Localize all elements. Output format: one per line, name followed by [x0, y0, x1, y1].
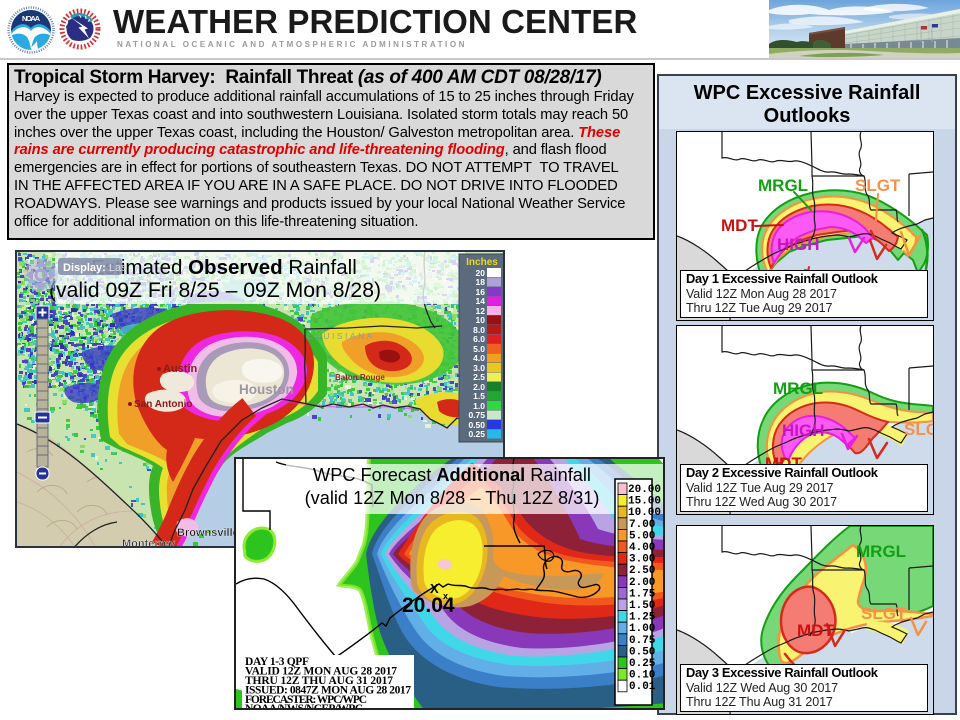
svg-text:HIGH: HIGH — [777, 235, 820, 254]
svg-text:SLG: SLG — [904, 420, 933, 439]
svg-text:2.5: 2.5 — [473, 372, 485, 382]
svg-text:1.50: 1.50 — [629, 600, 655, 612]
svg-text:Houston: Houston — [239, 382, 294, 397]
svg-text:14: 14 — [476, 296, 486, 306]
svg-text:7.00: 7.00 — [629, 519, 655, 531]
svg-text:SLGT: SLGT — [855, 176, 901, 195]
svg-text:San Antonio: San Antonio — [134, 399, 193, 410]
svg-text:FORECASTER: WPC/WPC: FORECASTER: WPC/WPC — [245, 694, 367, 706]
svg-text:1.5: 1.5 — [473, 391, 485, 401]
svg-text:X: X — [430, 581, 439, 596]
svg-text:(valid 12Z Mon 8/28 – Thu 12Z: (valid 12Z Mon 8/28 – Thu 12Z 8/31) — [305, 488, 600, 508]
svg-text:MDT: MDT — [797, 621, 834, 640]
svg-text:1.00: 1.00 — [629, 623, 655, 635]
svg-text:15.00: 15.00 — [628, 496, 661, 508]
svg-text:0.01: 0.01 — [629, 681, 656, 693]
svg-text:16: 16 — [476, 287, 486, 297]
svg-text:10.00: 10.00 — [628, 507, 661, 519]
svg-text:2.50: 2.50 — [629, 565, 655, 577]
svg-text:Inches: Inches — [466, 257, 498, 268]
svg-text:6.0: 6.0 — [473, 334, 485, 344]
svg-text:0.50: 0.50 — [629, 646, 655, 658]
svg-text:MRGL: MRGL — [856, 542, 906, 561]
svg-text:1.25: 1.25 — [629, 612, 656, 624]
svg-text:2.0: 2.0 — [473, 382, 485, 392]
svg-text:8.0: 8.0 — [473, 325, 485, 335]
svg-text:MRGL: MRGL — [758, 176, 808, 195]
svg-text:4.00: 4.00 — [629, 542, 655, 554]
svg-text:Estimated Observed Rainfall: Estimated Observed Rainfall — [91, 256, 357, 279]
svg-text:2.00: 2.00 — [629, 577, 655, 589]
svg-text:Baton Rouge: Baton Rouge — [335, 373, 385, 382]
svg-text:THRU 12Z THU AUG 31 2017: THRU 12Z THU AUG 31 2017 — [245, 675, 393, 687]
svg-text:5.00: 5.00 — [629, 530, 655, 542]
svg-text:VALID 12Z MON AUG 28 2017: VALID 12Z MON AUG 28 2017 — [245, 666, 397, 678]
svg-text:Brownsville: Brownsville — [177, 527, 239, 539]
svg-text:1.0: 1.0 — [473, 401, 485, 411]
svg-text:20.00: 20.00 — [628, 484, 661, 496]
svg-text:HIGH: HIGH — [782, 421, 825, 440]
svg-text:Monterrey: Monterrey — [122, 538, 176, 548]
svg-text:20.04: 20.04 — [402, 594, 455, 617]
svg-text:LOUISIANA: LOUISIANA — [307, 331, 375, 341]
svg-text:WPC Forecast Additional Rainfa: WPC Forecast Additional Rainfall — [313, 465, 591, 485]
svg-text:0.10: 0.10 — [629, 670, 655, 682]
svg-text:10: 10 — [476, 315, 486, 325]
svg-text:4.0: 4.0 — [473, 353, 485, 363]
svg-text:12: 12 — [476, 306, 486, 316]
svg-text:x: x — [443, 591, 448, 601]
svg-text:18: 18 — [476, 277, 486, 287]
svg-text:0.75: 0.75 — [629, 635, 656, 647]
svg-text:NOAA: NOAA — [22, 14, 41, 23]
svg-text:5.0: 5.0 — [473, 344, 485, 354]
svg-text:0.75: 0.75 — [468, 410, 485, 420]
svg-text:MDT: MDT — [721, 216, 758, 235]
svg-text:SLGT: SLGT — [861, 604, 907, 623]
svg-text:(valid 09Z Fri 8/25 – 09Z Mon: (valid 09Z Fri 8/25 – 09Z Mon 8/28) — [49, 279, 381, 302]
svg-text:NOAA/NWS/NCEP/WPC: NOAA/NWS/NCEP/WPC — [245, 703, 363, 710]
svg-text:0.50: 0.50 — [468, 420, 485, 430]
svg-text:3.0: 3.0 — [473, 363, 485, 373]
svg-text:MRGL: MRGL — [773, 379, 823, 398]
svg-text:Display: Las: Display: Las — [63, 262, 127, 274]
svg-text:0.25: 0.25 — [468, 429, 485, 439]
svg-text:0.25: 0.25 — [629, 658, 656, 670]
svg-text:DAY 1-3 QPF: DAY 1-3 QPF — [245, 656, 309, 668]
svg-text:ISSUED: 0847Z MON AUG 28 2017: ISSUED: 0847Z MON AUG 28 2017 — [245, 685, 411, 697]
svg-text:3.00: 3.00 — [629, 554, 655, 566]
svg-text:20: 20 — [476, 268, 486, 278]
svg-text:1.75: 1.75 — [629, 588, 656, 600]
svg-text:Austin: Austin — [163, 363, 198, 375]
